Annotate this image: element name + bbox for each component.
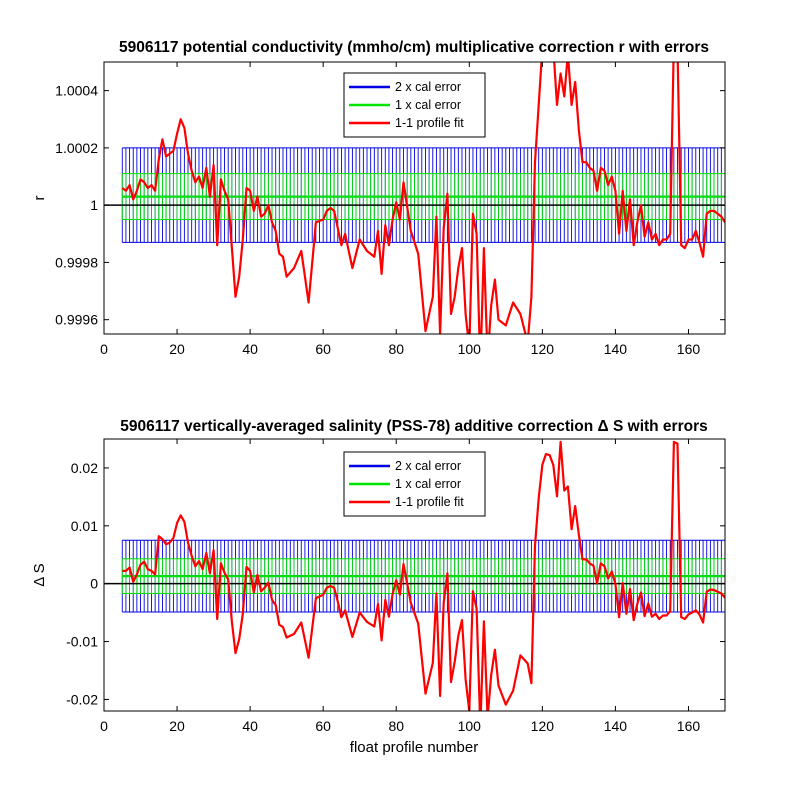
legend-label-two-cal-error: 2 x cal error (395, 80, 461, 94)
x-tick-label: 100 (458, 341, 482, 357)
x-tick-label: 80 (388, 341, 404, 357)
axes-box (103, 61, 726, 335)
y-tick-label: 1.0004 (55, 83, 98, 99)
x-tick-label: 100 (458, 718, 482, 734)
x-tick-label: 80 (388, 718, 404, 734)
y-axis: -0.02 -0.01 0 0.01 0.02 (66, 460, 725, 707)
y-tick-label: -0.01 (66, 634, 98, 650)
chart-title: 5906117 potential conductivity (mmho/cm)… (119, 39, 709, 56)
y-axis-label: Δ S (31, 563, 48, 586)
y-tick-label: -0.02 (66, 691, 98, 707)
error-bars-group (121, 147, 725, 243)
y-tick-label: 0.9996 (55, 312, 98, 328)
series-line-profile-fit (122, 440, 725, 711)
x-tick-label: 140 (604, 718, 628, 734)
axes-box (103, 438, 726, 712)
x-tick-label: 160 (677, 718, 701, 734)
x-tick-label: 60 (315, 341, 331, 357)
error-bars-group (121, 539, 725, 613)
x-tick-label: 120 (531, 341, 555, 357)
y-tick-label: 0.01 (71, 518, 98, 534)
x-tick-label: 20 (169, 341, 185, 357)
x-tick-label: 60 (315, 718, 331, 734)
series-line-profile-fit (121, 62, 725, 334)
x-tick-label: 40 (242, 341, 258, 357)
y-tick-label: 0.9998 (55, 254, 98, 270)
y-tick-label: 1.0002 (55, 140, 98, 156)
x-axis: 0 20 40 60 80 100 120 140 160 (100, 62, 700, 357)
panel-delta-s: 5906117 vertically-averaged salinity (PS… (31, 418, 726, 756)
x-tick-label: 0 (100, 341, 108, 357)
legend-label-profile-fit: 1-1 profile fit (395, 116, 464, 130)
x-tick-label: 20 (169, 718, 185, 734)
y-tick-label: 0.02 (71, 460, 98, 476)
legend-label-one-cal-error: 1 x cal error (395, 477, 461, 491)
chart-title: 5906117 vertically-averaged salinity (PS… (120, 418, 708, 435)
x-tick-label: 160 (677, 341, 701, 357)
legend: 2 x cal error 1 x cal error 1-1 profile … (343, 72, 486, 138)
x-axis-label: float profile number (350, 739, 478, 756)
y-axis-label: r (31, 196, 48, 201)
x-tick-label: 140 (604, 341, 628, 357)
x-tick-label: 40 (242, 718, 258, 734)
y-axis: 0.9996 0.9998 1 1.0002 1.0004 (55, 83, 725, 328)
y-tick-label: 0 (90, 576, 98, 592)
x-tick-label: 120 (531, 718, 555, 734)
legend-label-profile-fit: 1-1 profile fit (395, 495, 464, 509)
y-tick-label: 1 (90, 197, 98, 213)
x-axis: 0 20 40 60 80 100 120 140 160 (100, 439, 700, 734)
legend-label-two-cal-error: 2 x cal error (395, 459, 461, 473)
x-tick-label: 0 (100, 718, 108, 734)
panel-r: 5906117 potential conductivity (mmho/cm)… (31, 39, 726, 357)
legend-label-one-cal-error: 1 x cal error (395, 98, 461, 112)
legend: 2 x cal error 1 x cal error 1-1 profile … (343, 451, 486, 517)
